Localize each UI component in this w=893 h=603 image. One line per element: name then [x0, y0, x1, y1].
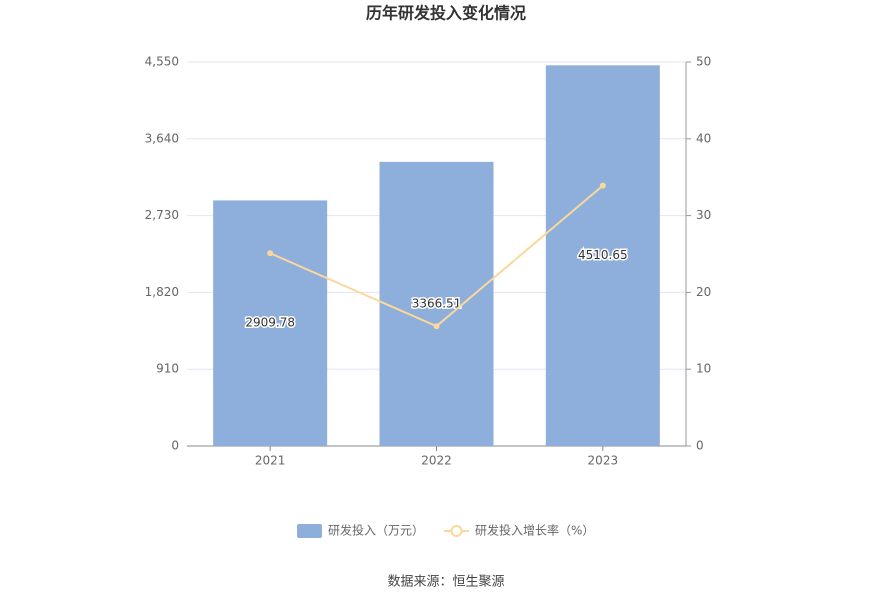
y-tick-label: 2,730: [145, 208, 179, 222]
chart-title: 历年研发投入变化情况: [366, 4, 526, 23]
legend-swatch: [450, 525, 463, 537]
x-tick-label: 2021: [255, 454, 286, 468]
legend-label: 研发投入增长率（%）: [475, 523, 594, 538]
bar: [379, 161, 494, 446]
line-point: [433, 323, 440, 330]
y-tick-label: 0: [171, 439, 179, 453]
y2-tick-label: 10: [696, 362, 711, 376]
x-tick-label: 2023: [588, 454, 619, 468]
bar-label: 2909.78: [245, 316, 295, 330]
source-note: 数据来源：恒生聚源: [387, 575, 504, 590]
y-tick-label: 4,550: [145, 55, 179, 69]
y-tick-label: 910: [156, 362, 179, 376]
y2-tick-label: 50: [696, 55, 711, 69]
y-tick-label: 1,820: [145, 285, 179, 299]
bar-label: 4510.65: [578, 248, 628, 262]
legend-label: 研发投入（万元）: [328, 523, 424, 538]
line-point: [599, 182, 606, 189]
y2-tick-label: 40: [696, 131, 711, 145]
legend-swatch: [297, 524, 322, 538]
y2-tick-label: 0: [696, 439, 704, 453]
bar-label: 3366.51: [412, 296, 462, 310]
y2-tick-label: 20: [696, 285, 711, 299]
y-tick-label: 3,640: [145, 131, 179, 145]
bar: [213, 200, 328, 446]
x-tick-label: 2022: [421, 454, 452, 468]
y2-tick-label: 30: [696, 208, 711, 222]
bar: [545, 65, 660, 446]
line-point: [267, 250, 274, 257]
